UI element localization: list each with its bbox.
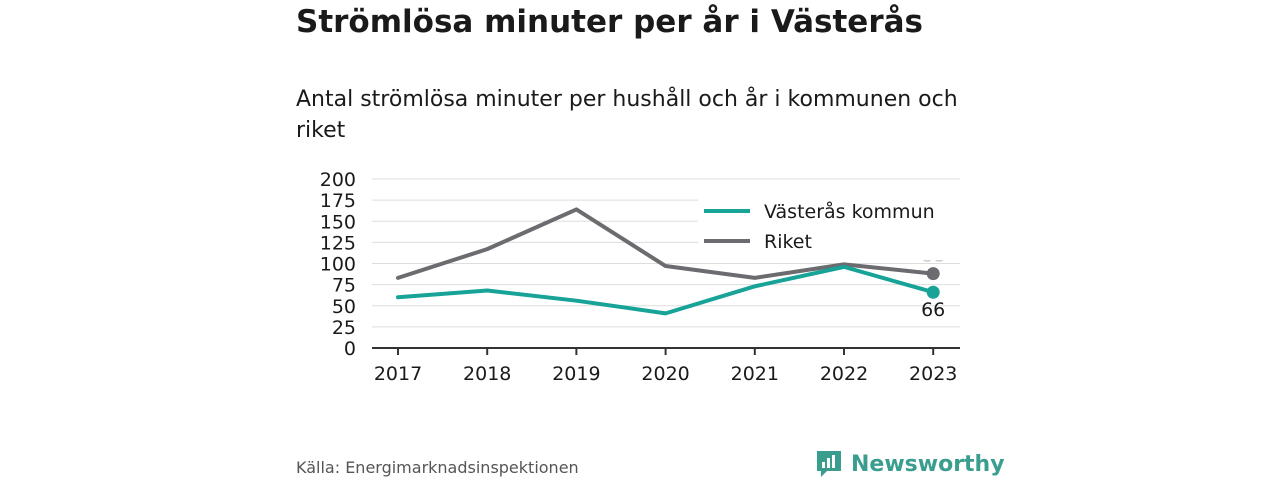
y-tick-label: 100 <box>320 254 356 276</box>
y-tick-label: 0 <box>344 338 356 360</box>
y-tick-label: 125 <box>320 232 356 254</box>
legend-label-riket: Riket <box>764 231 812 253</box>
end-label-vasteras: 66 <box>921 299 945 321</box>
y-tick-label: 25 <box>332 317 356 339</box>
legend: Västerås kommun Riket <box>698 194 960 260</box>
chart-subtitle: Antal strömlösa minuter per hushåll och … <box>296 87 958 143</box>
y-tick-label: 150 <box>320 211 356 233</box>
y-tick-label: 200 <box>320 169 356 191</box>
y-tick-label: 75 <box>332 275 356 297</box>
source-text: Källa: Energimarknadsinspektionen <box>296 458 579 477</box>
x-tick-label: 2020 <box>641 363 689 385</box>
brand-name: Newsworthy <box>851 451 1005 477</box>
x-tick-label: 2021 <box>731 363 779 385</box>
x-tick-label: 2023 <box>909 363 957 385</box>
x-axis-ticks: 2017 2018 2019 2020 2021 2022 2023 <box>374 348 957 385</box>
series-line-vasteras <box>396 264 936 316</box>
x-tick-label: 2019 <box>552 363 600 385</box>
newsworthy-logo-icon <box>817 451 841 477</box>
y-tick-label: 175 <box>320 190 356 212</box>
end-point-riket <box>926 267 940 281</box>
series-line-riket <box>396 207 936 280</box>
x-tick-label: 2017 <box>374 363 422 385</box>
chart-title: Strömlösa minuter per år i Västerås <box>296 4 923 40</box>
legend-background <box>698 194 960 260</box>
brand: Newsworthy <box>815 447 1005 481</box>
end-point-vasteras <box>926 285 940 299</box>
x-tick-label: 2018 <box>463 363 511 385</box>
x-tick-label: 2022 <box>820 363 868 385</box>
y-tick-label: 50 <box>332 296 356 318</box>
series-lines <box>396 207 940 316</box>
legend-label-vasteras: Västerås kommun <box>764 200 935 223</box>
